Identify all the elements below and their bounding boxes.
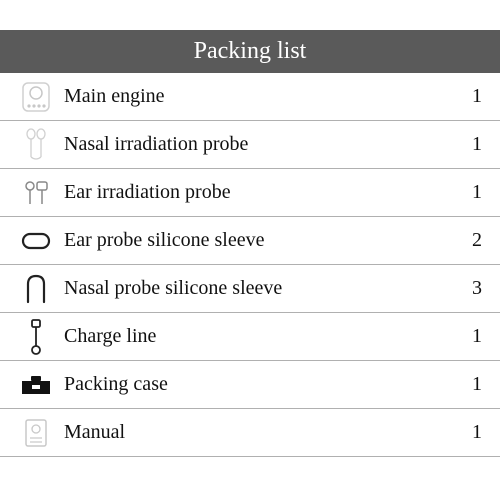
item-label: Nasal probe silicone sleeve [64,277,452,300]
item-qty: 1 [452,133,482,156]
item-label: Main engine [64,85,452,108]
charge-line-icon [8,318,64,356]
packing-list-header: Packing list [0,30,500,73]
item-label: Charge line [64,325,452,348]
table-row: Nasal irradiation probe 1 [0,121,500,169]
table-row: Charge line 1 [0,313,500,361]
item-label: Nasal irradiation probe [64,133,452,156]
table-row: Main engine 1 [0,73,500,121]
main-engine-icon [8,80,64,114]
table-row: Nasal probe silicone sleeve 3 [0,265,500,313]
item-qty: 1 [452,373,482,396]
nasal-sleeve-icon [8,272,64,306]
ear-sleeve-icon [8,229,64,253]
item-qty: 1 [452,85,482,108]
table-row: Manual 1 [0,409,500,457]
item-label: Ear probe silicone sleeve [64,229,452,252]
manual-icon [8,417,64,449]
item-label: Packing case [64,373,452,396]
packing-case-icon [8,373,64,397]
nasal-probe-icon [8,127,64,163]
item-qty: 3 [452,277,482,300]
table-row: Ear probe silicone sleeve 2 [0,217,500,265]
packing-list-container: Packing list Main engine 1 [0,0,500,457]
table-row: Packing case 1 [0,361,500,409]
item-qty: 1 [452,181,482,204]
table-row: Ear irradiation probe 1 [0,169,500,217]
item-qty: 1 [452,421,482,444]
item-label: Ear irradiation probe [64,181,452,204]
item-label: Manual [64,421,452,444]
item-qty: 1 [452,325,482,348]
ear-probe-icon [8,178,64,208]
item-qty: 2 [452,229,482,252]
